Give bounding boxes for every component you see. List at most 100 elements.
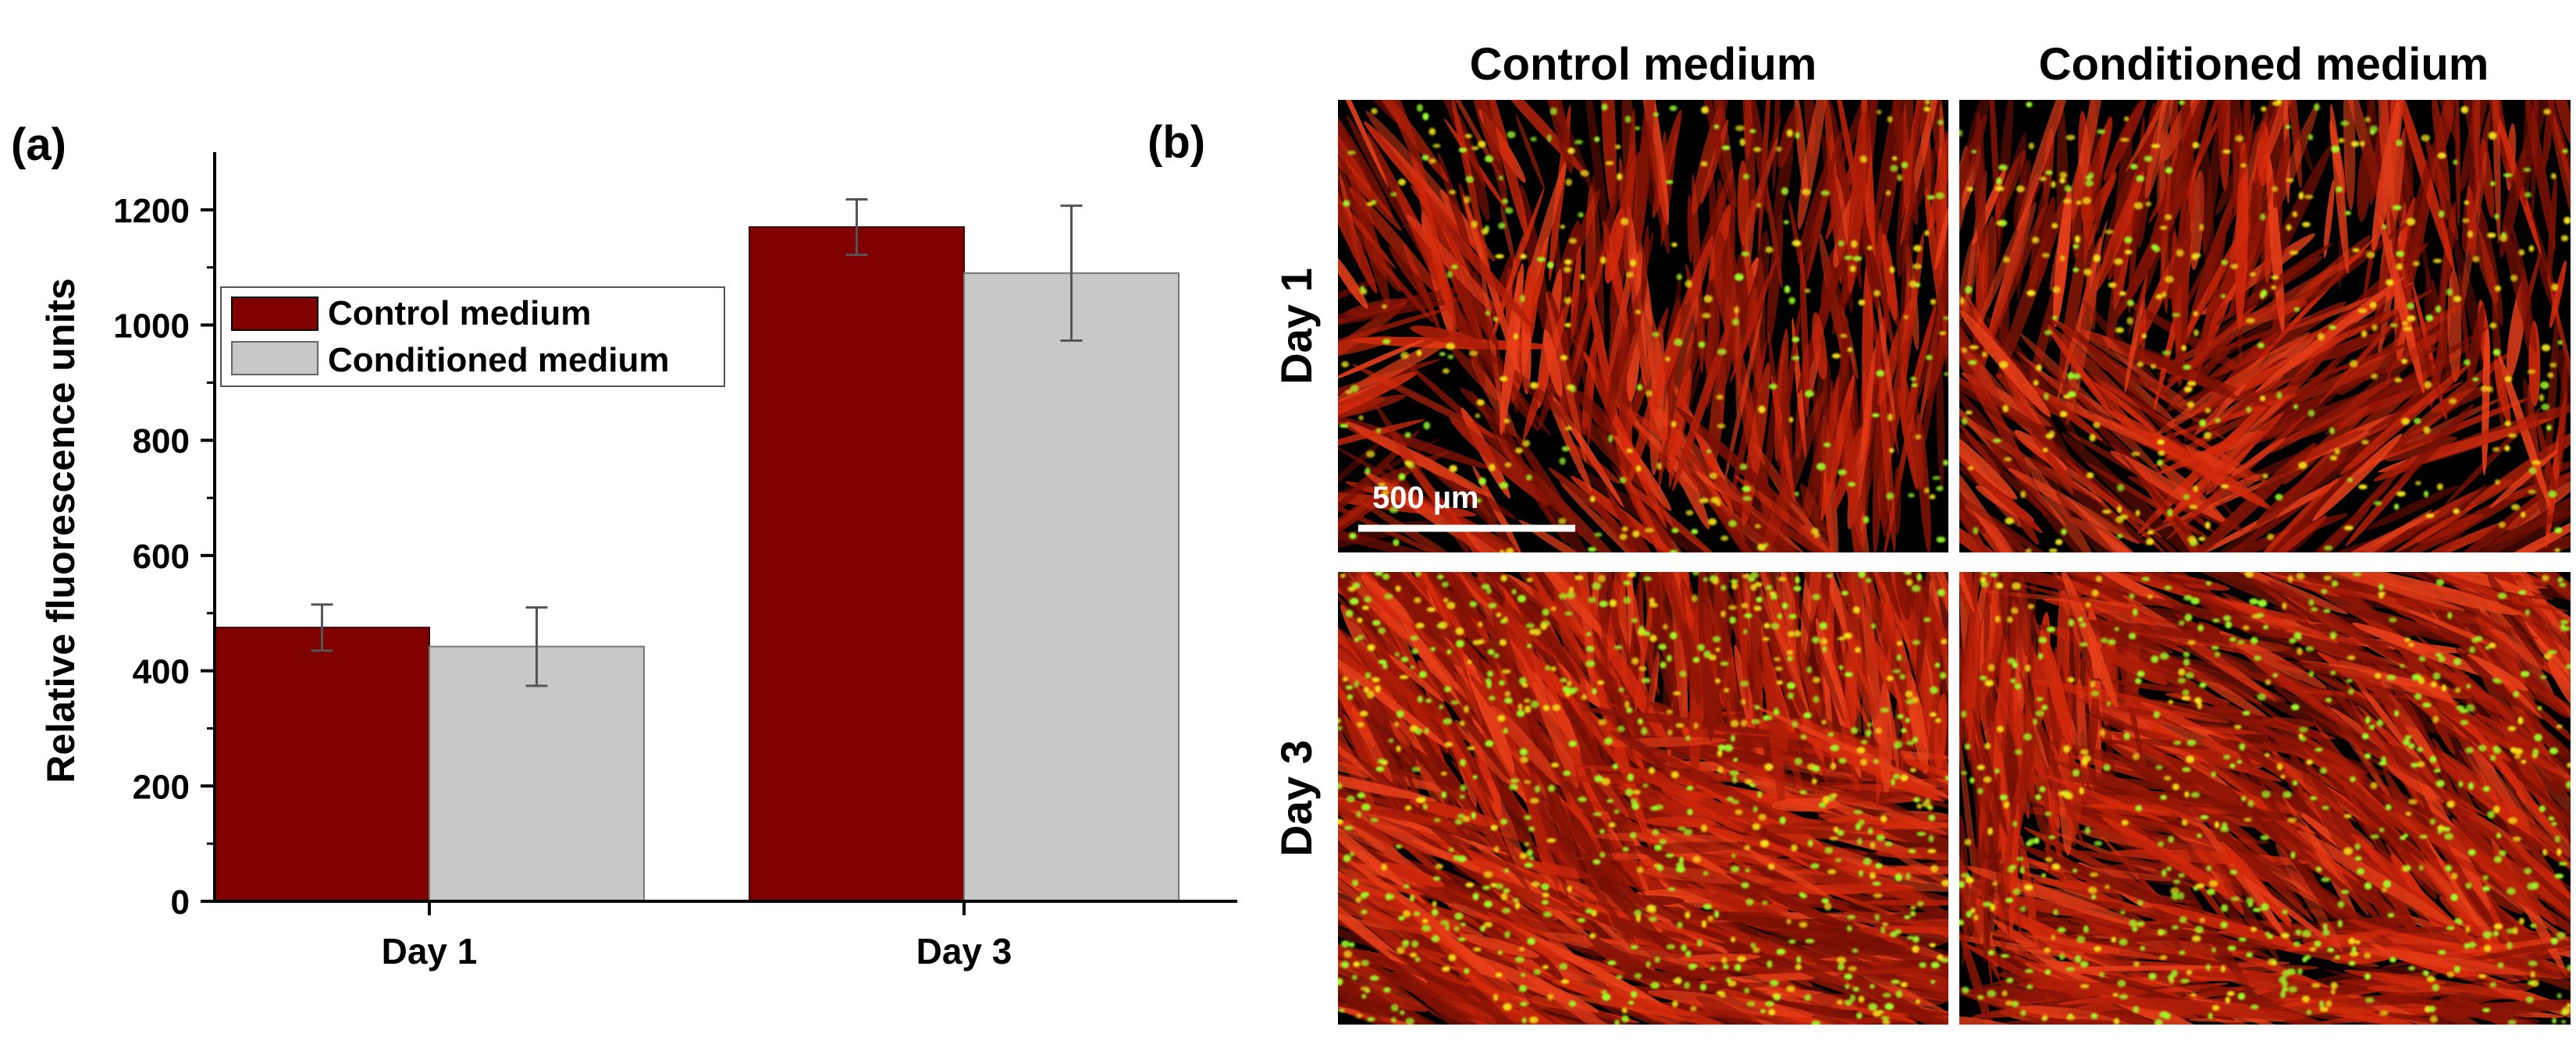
nucleus — [1632, 530, 1640, 538]
nucleus — [1770, 623, 1780, 630]
nucleus — [2157, 439, 2165, 446]
cell-body — [1338, 431, 1394, 500]
cell-body — [1927, 599, 1948, 716]
nucleus — [1823, 902, 1832, 911]
nucleus — [1768, 383, 1777, 390]
nucleus — [2191, 935, 2201, 943]
cell-body — [2040, 631, 2073, 750]
nucleus — [2172, 925, 2179, 930]
cell-body — [1525, 746, 1570, 901]
nucleus — [2560, 620, 2569, 624]
nucleus — [1730, 579, 1738, 584]
nucleus — [1852, 986, 1859, 993]
nucleus — [2114, 258, 2123, 265]
nucleus — [1503, 697, 1513, 704]
cell-body — [1350, 947, 1521, 1011]
nucleus — [2177, 677, 2186, 684]
nucleus — [2136, 921, 2145, 927]
cell-body — [1381, 572, 1500, 634]
cell-body — [2101, 816, 2244, 903]
cell-body — [2478, 572, 2571, 645]
nucleus — [2024, 968, 2033, 973]
nucleus — [2150, 364, 2157, 369]
nucleus — [1465, 882, 1475, 888]
nucleus — [1673, 691, 1681, 696]
cell-body — [2112, 731, 2186, 771]
nucleus — [1819, 622, 1827, 630]
nucleus — [1347, 694, 1354, 700]
nucleus — [1666, 709, 1674, 715]
nucleus — [2053, 909, 2058, 916]
nucleus — [2426, 975, 2435, 982]
nucleus — [2124, 116, 2129, 122]
nucleus — [2206, 865, 2212, 872]
cell-body — [2107, 594, 2143, 762]
nucleus — [2024, 884, 2033, 891]
cell-body — [1799, 248, 1809, 420]
nucleus — [1700, 824, 1708, 833]
nucleus — [2085, 179, 2094, 187]
nucleus — [2133, 201, 2144, 210]
nucleus — [1460, 758, 1466, 767]
cell-body — [1959, 342, 2055, 439]
nucleus — [1667, 729, 1673, 736]
nucleus — [2048, 835, 2056, 840]
x-tick-label: Day 3 — [916, 931, 1012, 972]
nucleus — [1678, 856, 1685, 864]
nucleus — [2126, 317, 2133, 325]
nucleus — [1837, 636, 1845, 641]
nucleus — [2551, 282, 2559, 291]
nucleus — [2019, 906, 2026, 912]
cell-body — [2402, 137, 2438, 268]
nucleus — [1869, 872, 1877, 879]
nucleus — [2199, 682, 2207, 688]
cell-body — [1789, 717, 1897, 760]
cell-body — [1338, 332, 1461, 404]
nucleus — [2220, 921, 2228, 929]
nucleus — [2396, 263, 2403, 270]
nucleus — [2543, 108, 2551, 115]
nucleus — [2080, 641, 2088, 647]
cell-body — [2032, 679, 2230, 723]
nucleus — [2472, 256, 2480, 263]
nucleus — [2214, 651, 2221, 658]
nucleus — [2421, 702, 2432, 708]
cell-body — [1448, 301, 1539, 432]
nucleus — [2165, 214, 2172, 220]
cell-body — [2262, 622, 2367, 645]
nucleus — [1791, 336, 1800, 343]
nucleus — [2492, 349, 2501, 356]
nucleus — [1892, 669, 1902, 673]
nucleus — [2462, 218, 2470, 223]
nucleus — [2547, 490, 2557, 498]
nucleus — [2494, 479, 2500, 485]
cell-body — [2202, 100, 2229, 254]
nucleus — [1499, 549, 1505, 552]
nucleus — [2381, 887, 2387, 893]
cell-body — [1936, 340, 1945, 490]
nucleus — [1485, 740, 1494, 748]
nucleus — [1565, 426, 1572, 431]
nucleus — [1827, 732, 1834, 737]
nucleus — [1688, 963, 1696, 971]
nucleus — [2379, 591, 2384, 599]
cell-body — [1959, 434, 2013, 552]
nucleus — [2556, 993, 2562, 999]
nucleus — [2453, 508, 2460, 514]
nucleus — [1753, 606, 1762, 611]
nucleus — [1965, 876, 1974, 884]
nucleus — [2554, 873, 2564, 879]
cell-body — [1959, 422, 2018, 500]
nucleus — [2467, 782, 2475, 790]
nucleus — [2528, 961, 2538, 967]
nucleus — [1415, 797, 1425, 804]
nucleus — [2542, 574, 2549, 581]
nucleus — [1929, 494, 1936, 499]
nucleus — [2205, 964, 2211, 972]
cell-body — [2100, 402, 2152, 442]
cell-body — [2502, 702, 2553, 742]
nucleus — [1382, 489, 1389, 497]
nucleus — [2510, 275, 2518, 282]
nucleus — [1781, 602, 1788, 609]
nucleus — [1375, 572, 1383, 577]
